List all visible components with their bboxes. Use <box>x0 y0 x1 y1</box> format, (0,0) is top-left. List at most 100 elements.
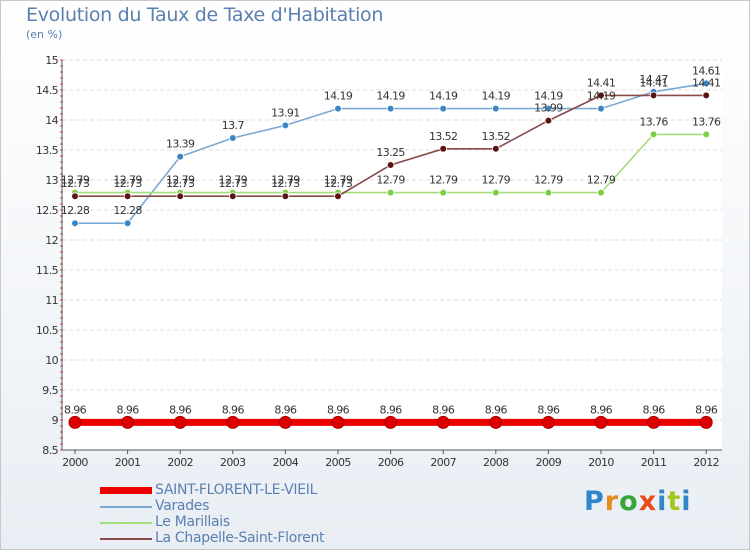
series-layer <box>68 79 713 429</box>
series-point-1 <box>439 104 448 113</box>
series-point-3 <box>229 192 237 201</box>
series-point-3 <box>439 145 448 153</box>
legend-swatch-la-chapelle <box>100 538 152 540</box>
data-label-0: 8.96 <box>222 403 245 416</box>
legend-label-varades: Varades <box>155 498 210 514</box>
series-point-1 <box>386 104 395 113</box>
data-label-2: 12.79 <box>324 174 353 187</box>
y-tick-label: 9.5 <box>42 384 58 397</box>
data-label-2: 12.79 <box>271 174 300 187</box>
series-point-3 <box>386 161 395 169</box>
x-tick-label: 2010 <box>588 456 614 469</box>
x-tick-label: 2005 <box>325 456 351 469</box>
data-label-1: 12.28 <box>61 204 90 217</box>
data-label-2: 12.79 <box>113 174 142 187</box>
y-tick-label: 15 <box>45 54 58 67</box>
data-label-3: 12.73 <box>166 177 195 190</box>
series-point-1 <box>544 104 553 113</box>
data-label-1: 12.28 <box>113 204 142 217</box>
data-label-2: 12.79 <box>482 174 511 187</box>
data-label-3: 14.41 <box>639 76 668 89</box>
data-label-3: 14.41 <box>692 76 721 89</box>
data-label-1: 14.19 <box>534 90 563 103</box>
series-point-2 <box>386 188 395 197</box>
series-point-3 <box>649 91 658 100</box>
series-point-0 <box>226 415 240 429</box>
series-point-3 <box>597 91 605 100</box>
y-tick-label: 11.5 <box>36 264 59 277</box>
labels-layer: 8.96 8.96 8.96 8.96 8.96 8.96 8.96 8.96 8.96 8.96… <box>61 64 722 416</box>
series-point-1 <box>334 104 342 113</box>
data-label-3: 12.73 <box>324 177 353 190</box>
data-label-3: 12.73 <box>113 177 142 190</box>
legend-label-saint-florent: SAINT-FLORENT-LE-VIEIL <box>155 482 318 498</box>
series-point-1 <box>229 134 237 142</box>
series-point-3 <box>71 192 79 201</box>
data-label-1: 14.19 <box>376 90 405 103</box>
data-label-1: 14.47 <box>639 73 668 86</box>
x-tick-label: 2001 <box>115 456 141 469</box>
series-point-0 <box>436 415 450 429</box>
series-point-2 <box>597 188 605 197</box>
data-label-1: 14.19 <box>587 90 616 103</box>
series-point-2 <box>702 130 710 139</box>
legend-label-le-marillais: Le Marillais <box>155 514 230 530</box>
y-tick-label: 8.5 <box>42 444 58 457</box>
series-point-0 <box>278 415 292 429</box>
data-label-0: 8.96 <box>64 403 87 416</box>
series-point-1 <box>702 79 710 88</box>
series-point-0 <box>68 415 82 429</box>
data-label-0: 8.96 <box>485 403 508 416</box>
line-chart: 8.5 9 9.5 10 10.5 11 11.5 12 12.5 13 13.5 14 14.5 15 2… <box>36 54 722 469</box>
series-point-2 <box>439 188 448 197</box>
series-point-0 <box>331 415 345 429</box>
y-tick-label: 14 <box>45 114 58 127</box>
data-label-0: 8.96 <box>643 403 666 416</box>
data-label-1: 14.61 <box>692 64 721 77</box>
plot-area <box>62 60 722 450</box>
x-tick-label: 2012 <box>693 456 719 469</box>
series-point-2 <box>544 188 553 197</box>
series-point-0 <box>384 415 398 429</box>
y-tick-label: 13.5 <box>36 144 59 157</box>
series-point-0 <box>489 415 503 429</box>
y-tick-label: 10.5 <box>36 324 59 337</box>
data-label-3: 13.52 <box>482 130 511 143</box>
proxiti-logo: Proxiti <box>584 486 692 517</box>
data-label-3: 12.73 <box>271 177 300 190</box>
data-label-2: 13.76 <box>692 115 721 128</box>
data-label-2: 12.79 <box>61 174 90 187</box>
series-point-3 <box>281 192 290 201</box>
y-tick-label: 13 <box>45 174 58 187</box>
data-label-1: 14.19 <box>429 90 458 103</box>
chart-subtitle: (en %) <box>26 28 63 41</box>
legend-swatch-le-marillais <box>100 522 152 524</box>
x-tick-label: 2008 <box>483 456 509 469</box>
legend-swatch-varades <box>100 506 152 508</box>
data-label-0: 8.96 <box>327 403 350 416</box>
data-label-0: 8.96 <box>695 403 718 416</box>
data-label-3: 12.73 <box>61 177 90 190</box>
data-label-1: 13.7 <box>222 119 245 132</box>
data-label-1: 13.91 <box>271 106 300 119</box>
data-label-3: 12.73 <box>219 177 248 190</box>
series-point-3 <box>334 192 342 201</box>
series-point-1 <box>491 104 500 113</box>
data-label-0: 8.96 <box>432 403 455 416</box>
data-label-2: 12.79 <box>219 174 248 187</box>
data-label-2: 13.76 <box>639 115 668 128</box>
series-point-2 <box>649 130 658 139</box>
data-label-0: 8.96 <box>590 403 613 416</box>
data-label-3: 13.25 <box>376 146 405 159</box>
data-label-0: 8.96 <box>537 403 560 416</box>
x-tick-label: 2009 <box>536 456 562 469</box>
series-point-3 <box>702 91 710 100</box>
series-point-1 <box>281 121 290 130</box>
x-tick-label: 2007 <box>430 456 456 469</box>
data-label-1: 14.19 <box>324 90 353 103</box>
series-point-1 <box>71 219 79 228</box>
x-tick-label: 2004 <box>273 456 299 469</box>
legend-swatch-saint-florent <box>100 487 152 494</box>
data-label-0: 8.96 <box>117 403 140 416</box>
series-point-0 <box>173 415 187 429</box>
